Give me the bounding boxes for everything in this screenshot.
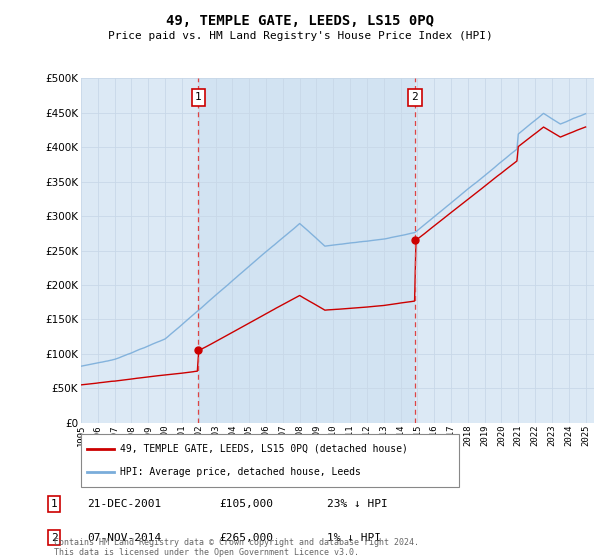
Text: 21-DEC-2001: 21-DEC-2001 [87, 499, 161, 509]
Text: 07-NOV-2014: 07-NOV-2014 [87, 533, 161, 543]
Text: 49, TEMPLE GATE, LEEDS, LS15 0PQ (detached house): 49, TEMPLE GATE, LEEDS, LS15 0PQ (detach… [120, 444, 408, 454]
Text: 2: 2 [412, 92, 418, 102]
Bar [198, 78, 415, 423]
Text: HPI: Average price, detached house, Leeds: HPI: Average price, detached house, Leed… [120, 467, 361, 477]
Text: 1% ↓ HPI: 1% ↓ HPI [327, 533, 381, 543]
Text: 2: 2 [50, 533, 58, 543]
Text: £265,000: £265,000 [219, 533, 273, 543]
Text: Price paid vs. HM Land Registry's House Price Index (HPI): Price paid vs. HM Land Registry's House … [107, 31, 493, 41]
Text: 49, TEMPLE GATE, LEEDS, LS15 0PQ: 49, TEMPLE GATE, LEEDS, LS15 0PQ [166, 14, 434, 28]
Text: Contains HM Land Registry data © Crown copyright and database right 2024.
This d: Contains HM Land Registry data © Crown c… [54, 538, 419, 557]
Text: 23% ↓ HPI: 23% ↓ HPI [327, 499, 388, 509]
Text: £105,000: £105,000 [219, 499, 273, 509]
Text: 1: 1 [50, 499, 58, 509]
Text: 1: 1 [195, 92, 202, 102]
